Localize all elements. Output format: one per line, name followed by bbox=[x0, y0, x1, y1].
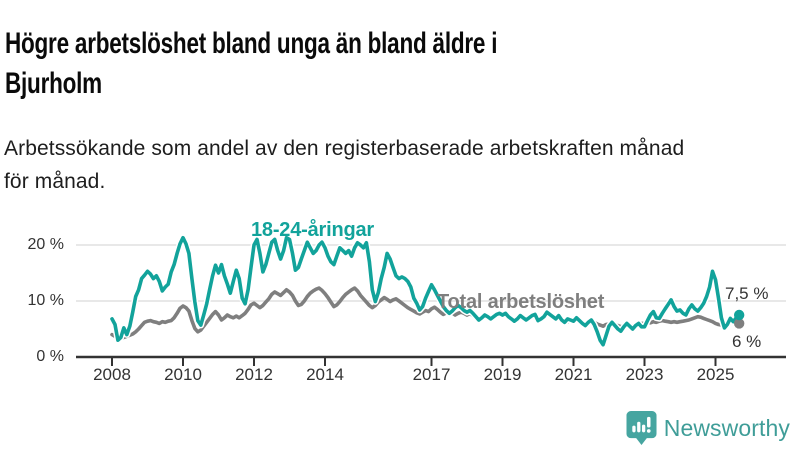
chart-subtitle: Arbetssökande som andel av den registerb… bbox=[4, 133, 796, 198]
page-title: Högre arbetslöshet bland unga än bland ä… bbox=[5, 24, 770, 103]
endpoint-value-total: 6 % bbox=[732, 332, 762, 351]
x-tick-label: 2021 bbox=[554, 365, 593, 384]
page-title-line2: Bjurholm bbox=[5, 66, 102, 100]
x-tick-label: 2025 bbox=[696, 365, 735, 384]
newsworthy-logo[interactable]: Newsworthy bbox=[626, 409, 790, 447]
endpoint-dot-youth bbox=[733, 309, 745, 321]
x-tick-label: 2010 bbox=[164, 365, 202, 384]
x-tick-label: 2023 bbox=[625, 365, 664, 384]
series-label-youth: 18-24-åringar bbox=[251, 219, 375, 241]
x-tick-label: 2012 bbox=[235, 365, 273, 384]
y-tick-label: 20 % bbox=[27, 236, 64, 253]
series-label-total: Total arbetslöshet bbox=[437, 291, 605, 313]
newsworthy-icon bbox=[626, 411, 657, 445]
chart-subtitle-line2: för månad. bbox=[4, 169, 106, 193]
endpoint-value-youth: 7,5 % bbox=[725, 284, 769, 303]
chart-subtitle-line1: Arbetssökande som andel av den registerb… bbox=[4, 137, 685, 160]
newsworthy-wordmark: Newsworthy bbox=[663, 414, 790, 441]
y-tick-label: 10 % bbox=[27, 292, 64, 309]
series-line-youth bbox=[110, 235, 742, 347]
x-tick-label: 2017 bbox=[412, 365, 451, 384]
x-tick-label: 2019 bbox=[483, 365, 522, 384]
page-title-line1: Högre arbetslöshet bland unga än bland ä… bbox=[5, 27, 498, 61]
series-line-youth-halo bbox=[108, 234, 743, 349]
y-tick-label: 0 % bbox=[36, 348, 64, 365]
x-tick-label: 2014 bbox=[306, 365, 344, 384]
endpoint-dot-total bbox=[733, 318, 745, 329]
x-tick-label: 2008 bbox=[93, 365, 131, 384]
